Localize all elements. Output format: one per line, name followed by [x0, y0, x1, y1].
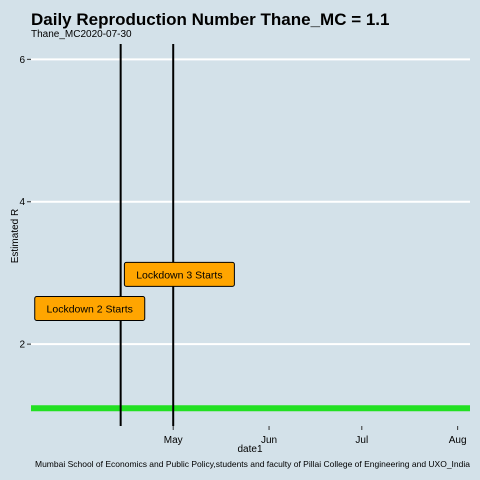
annotation-box — [34, 296, 146, 322]
chart-subtitle: Thane_MC2020-07-30 — [31, 29, 132, 40]
data-layer: Lockdown 2 Starts Lockdown 3 Starts — [31, 44, 470, 426]
x-tick-label: Jun — [261, 435, 277, 446]
chart-caption: Mumbai School of Economics and Public Po… — [34, 459, 470, 469]
annotation-box — [123, 261, 235, 287]
grid-layer — [31, 58, 470, 346]
y-tick-label: 4 — [19, 197, 25, 208]
chart-title: Daily Reproduction Number Thane_MC = 1.1 — [31, 10, 390, 29]
axis-layer: 2 4 6 May Jun Jul Aug — [19, 55, 466, 446]
annotation-label: Lockdown 3 Starts — [136, 269, 222, 281]
annotation-label: Lockdown 2 Starts — [47, 304, 133, 316]
x-tick-label: Jul — [355, 435, 368, 446]
y-tick-label: 2 — [19, 340, 25, 351]
x-tick-label: May — [164, 435, 183, 446]
x-tick-label: Aug — [449, 435, 467, 446]
x-axis-title: date1 — [237, 444, 262, 455]
y-tick-label: 6 — [19, 55, 25, 66]
y-axis-title: Estimated R — [10, 209, 21, 263]
